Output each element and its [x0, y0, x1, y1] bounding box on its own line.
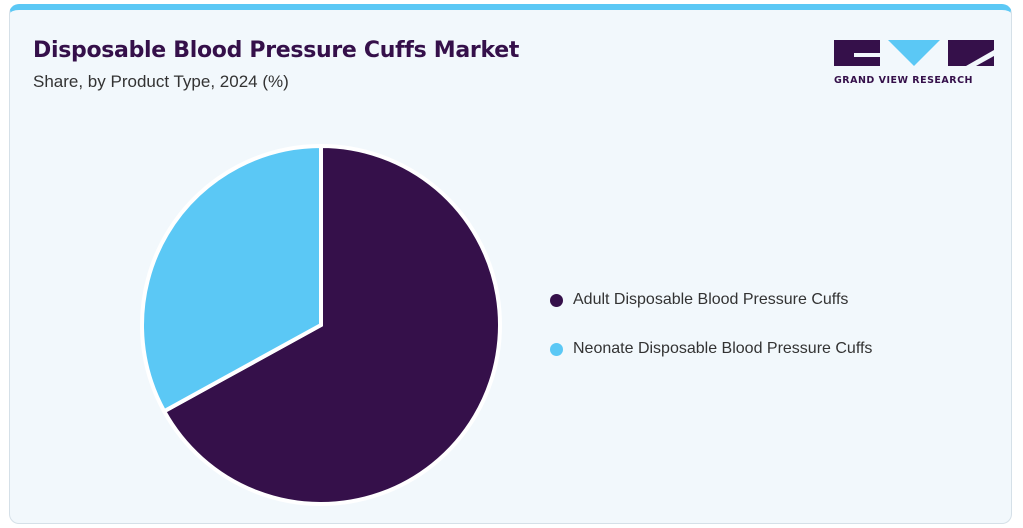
chart-subtitle: Share, by Product Type, 2024 (%) — [33, 72, 289, 91]
pie-chart — [140, 143, 502, 506]
pie-slice-neonate — [140, 143, 323, 414]
chart-card: Disposable Blood Pressure Cuffs Market S… — [9, 4, 1012, 524]
pie-slice-adult — [161, 143, 502, 506]
legend-label-neonate: Neonate Disposable Blood Pressure Cuffs — [573, 340, 873, 357]
legend-item-neonate: Neonate Disposable Blood Pressure Cuffs — [550, 337, 872, 361]
legend-label-adult: Adult Disposable Blood Pressure Cuffs — [573, 291, 849, 308]
legend-dot-neonate — [550, 342, 563, 356]
logo-text: GRAND VIEW RESEARCH — [834, 75, 973, 86]
legend: Adult Disposable Blood Pressure Cuffs Ne… — [550, 288, 872, 386]
legend-dot-adult — [550, 293, 563, 307]
legend-item-adult: Adult Disposable Blood Pressure Cuffs — [550, 288, 872, 312]
grand-view-research-logo — [834, 40, 994, 66]
chart-title: Disposable Blood Pressure Cuffs Market — [33, 38, 520, 63]
